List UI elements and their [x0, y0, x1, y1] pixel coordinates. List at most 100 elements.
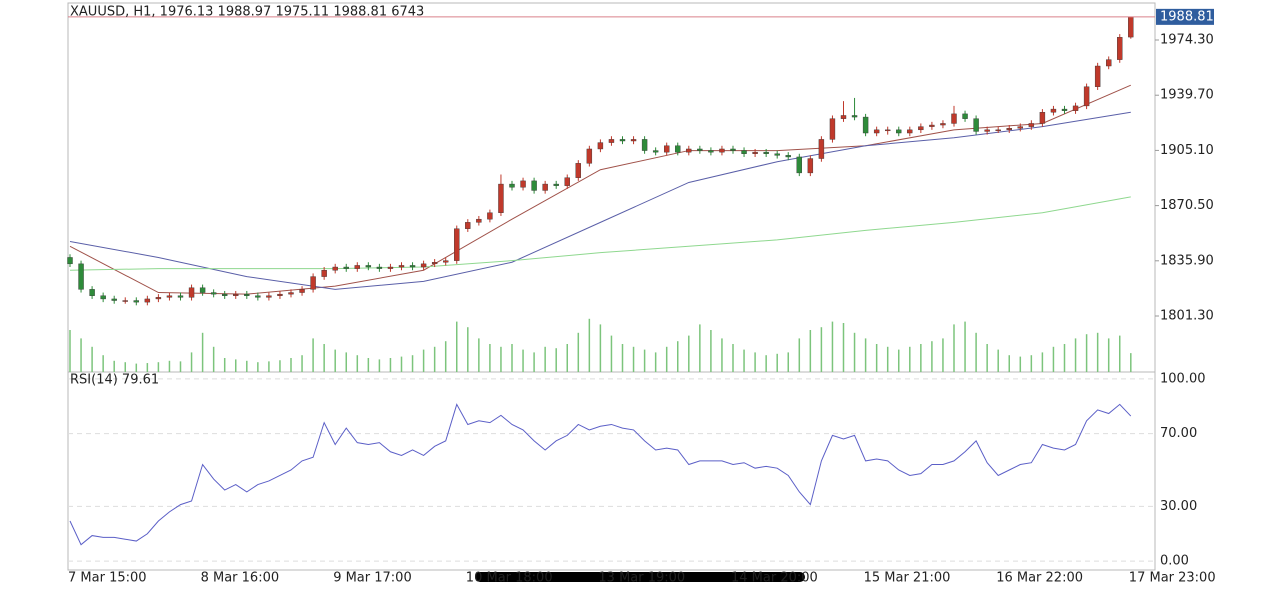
candle-body: [763, 151, 769, 154]
candle-body: [332, 266, 338, 271]
y-tick-label: 1939.70: [1160, 88, 1214, 103]
candle-body: [454, 228, 460, 261]
candle-body: [210, 292, 217, 295]
candle-body: [807, 158, 814, 174]
candle-body: [873, 129, 880, 134]
candle-body: [387, 266, 394, 269]
candle-body: [697, 148, 703, 151]
candle-body: [498, 183, 504, 213]
candle-body: [155, 297, 162, 300]
candle-body: [730, 148, 736, 151]
candle-body: [1128, 16, 1134, 38]
candle-body: [575, 163, 581, 178]
candle-body: [752, 151, 758, 154]
candle-body: [664, 145, 670, 153]
rsi-tick-label: 100.00: [1160, 371, 1206, 386]
x-tick-label: 14 Mar 20:00: [731, 571, 818, 586]
candle-body: [929, 124, 935, 127]
candle-body: [255, 295, 261, 298]
candle-body: [785, 155, 791, 158]
candle-body: [376, 266, 383, 269]
candle-body: [520, 180, 526, 188]
candle-body: [288, 292, 294, 295]
moving-average: [69, 84, 1131, 295]
price-panel: 1974.30 1939.70 1905.10 1870.50 1835.90 1801.…: [67, 8, 1214, 372]
candle-body: [995, 129, 1001, 132]
candle-body: [862, 116, 869, 134]
rsi-title: RSI(14) 79.61: [70, 373, 159, 388]
candle-body: [244, 293, 250, 296]
candle-body: [885, 129, 891, 132]
x-tick-label: 8 Mar 16:00: [201, 571, 280, 586]
y-tick-label: 1835.90: [1160, 253, 1214, 268]
candle-body: [542, 183, 548, 191]
candle-body: [67, 257, 73, 265]
candle-body: [553, 183, 559, 186]
candle-body: [1061, 108, 1068, 111]
moving-average: [69, 111, 1131, 290]
candle-body: [818, 139, 825, 159]
candle-body: [686, 148, 692, 153]
candle-body: [796, 156, 802, 174]
candle-body: [277, 293, 283, 296]
candle-body: [1028, 123, 1035, 127]
y-tick-label: 1870.50: [1160, 198, 1214, 213]
candle-body: [188, 287, 195, 298]
candle-body: [365, 265, 372, 268]
candle-body: [420, 263, 427, 268]
candle-body: [630, 139, 637, 142]
candle-body: [310, 276, 316, 290]
rsi-tick-label: 70.00: [1160, 426, 1197, 441]
candle-body: [509, 183, 515, 188]
candle-body: [531, 180, 537, 191]
candle-body: [641, 139, 648, 151]
candle-body: [984, 129, 990, 132]
candle-body: [177, 295, 184, 298]
candle-body: [354, 265, 360, 269]
candle-body: [144, 298, 151, 303]
candle-body: [398, 265, 405, 268]
candle-body: [708, 150, 714, 153]
candle-body: [465, 222, 471, 229]
candle-body: [962, 113, 968, 119]
rsi-tick-label: 30.00: [1160, 499, 1197, 514]
candle-body: [973, 118, 979, 132]
candle-body: [476, 218, 482, 223]
candle-body: [1039, 112, 1046, 124]
candle-body: [741, 150, 747, 154]
candle-body: [199, 287, 206, 293]
candle-body: [233, 293, 239, 296]
candle-body: [1006, 128, 1012, 131]
candle-body: [1072, 105, 1079, 111]
x-tick-label: 15 Mar 21:00: [864, 571, 951, 586]
x-tick-label: 16 Mar 22:00: [996, 571, 1083, 586]
x-tick-label: 7 Mar 15:00: [68, 571, 147, 586]
rsi-line: [69, 403, 1132, 546]
candle-body: [675, 145, 681, 153]
candle-body: [619, 139, 626, 142]
candle-body: [1117, 37, 1123, 60]
plot-frame: [67, 2, 1156, 571]
candle-body: [111, 298, 117, 301]
candle-body: [133, 300, 140, 303]
candle-body: [774, 153, 780, 156]
candle-body: [907, 129, 913, 134]
candle-body: [221, 293, 228, 296]
moving-average: [69, 196, 1131, 271]
candle-body: [586, 148, 593, 164]
candle-body: [597, 142, 604, 150]
candle-body: [343, 266, 349, 269]
candle-body: [487, 212, 493, 220]
last-price-label: 1988.81: [1160, 9, 1214, 24]
candle-body: [1050, 108, 1057, 113]
candle-body: [443, 260, 449, 263]
candle-body: [78, 263, 84, 290]
last-price-box: [1156, 8, 1214, 25]
y-tick-label: 1801.30: [1160, 309, 1214, 324]
candle-body: [918, 126, 924, 131]
x-tick-label: 10 Mar 18:00: [466, 571, 553, 586]
candle-body: [431, 262, 438, 265]
rsi-tick-label: 0.00: [1160, 554, 1189, 569]
candle-body: [299, 289, 305, 293]
